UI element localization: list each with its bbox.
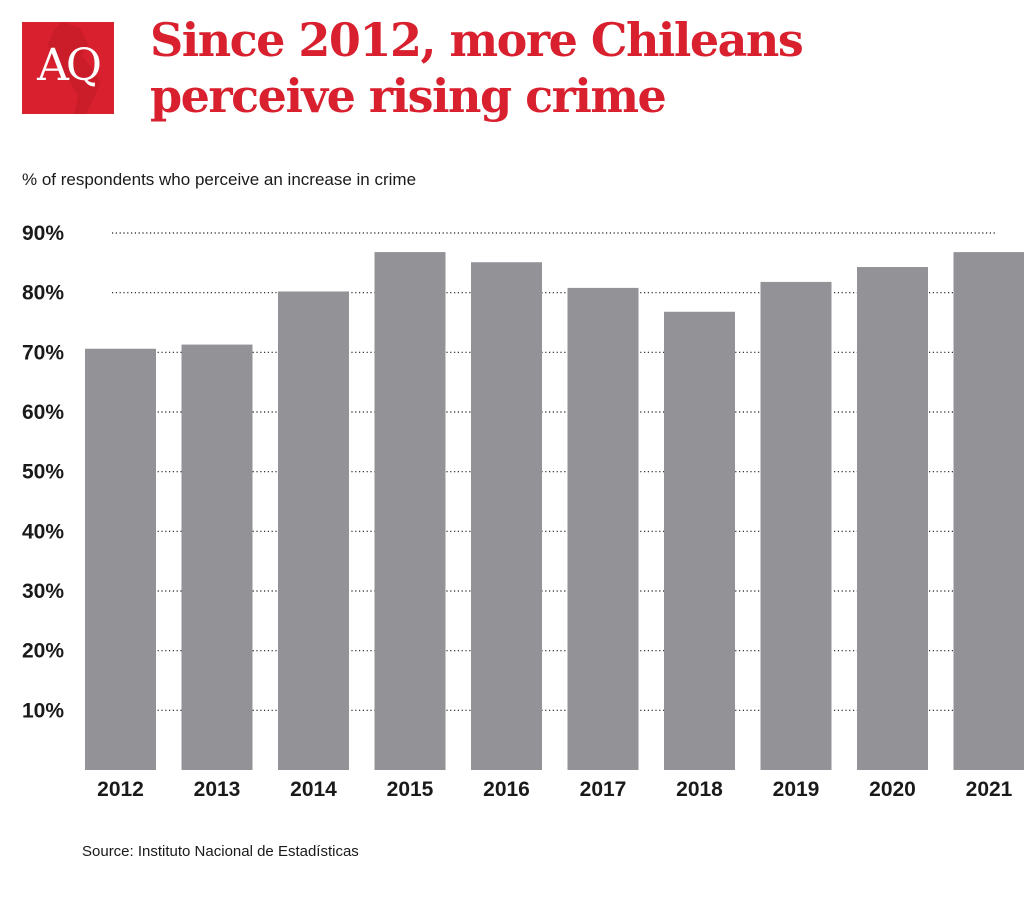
x-tick-label: 2021 <box>966 778 1013 801</box>
chart-title: Since 2012, more Chileans perceive risin… <box>150 12 804 124</box>
x-tick-label: 2013 <box>194 778 241 801</box>
x-tick-label: 2014 <box>290 778 337 801</box>
y-tick-label: 60% <box>22 401 64 424</box>
x-tick-label: 2020 <box>869 778 916 801</box>
logo-text: AQ <box>37 40 102 91</box>
y-tick-label: 30% <box>22 580 64 603</box>
bars <box>85 252 1024 771</box>
aq-logo: AQ <box>22 22 114 114</box>
x-tick-label: 2018 <box>676 778 723 801</box>
x-tick-label: 2019 <box>773 778 820 801</box>
bar-chart: 10% 20% 30% 40% 50% 60% 70% 80% 90% 2012 2013 2014… <box>22 222 1024 801</box>
x-axis-ticks: 2012 2013 2014 2015 2016 2017 2018 2019 2020 2021 <box>97 778 1013 801</box>
y-tick-label: 20% <box>22 640 64 663</box>
y-tick-label: 50% <box>22 461 64 484</box>
bar <box>664 311 735 770</box>
bar <box>85 348 156 770</box>
x-tick-label: 2012 <box>97 778 144 801</box>
x-tick-label: 2015 <box>387 778 434 801</box>
bar <box>374 252 446 771</box>
gridlines <box>112 232 996 711</box>
y-tick-label: 40% <box>22 520 64 543</box>
chart-subtitle: % of respondents who perceive an increas… <box>22 170 417 189</box>
y-tick-label: 90% <box>22 222 64 245</box>
bar <box>181 344 253 770</box>
title-line-1: Since 2012, more Chileans <box>150 13 804 67</box>
x-tick-label: 2017 <box>580 778 627 801</box>
y-tick-label: 70% <box>22 341 64 364</box>
bar <box>471 262 542 770</box>
bar <box>278 291 349 770</box>
bar <box>857 267 928 770</box>
bar <box>567 287 639 770</box>
bar <box>953 252 1024 771</box>
x-tick-label: 2016 <box>483 778 530 801</box>
bar <box>760 281 832 770</box>
y-tick-label: 10% <box>22 699 64 722</box>
americas-map-icon <box>48 22 100 114</box>
source-note: Source: Instituto Nacional de Estadístic… <box>82 843 359 860</box>
title-line-2: perceive rising crime <box>150 69 667 123</box>
y-axis-ticks: 10% 20% 30% 40% 50% 60% 70% 80% 90% <box>22 222 64 722</box>
y-tick-label: 80% <box>22 282 64 305</box>
